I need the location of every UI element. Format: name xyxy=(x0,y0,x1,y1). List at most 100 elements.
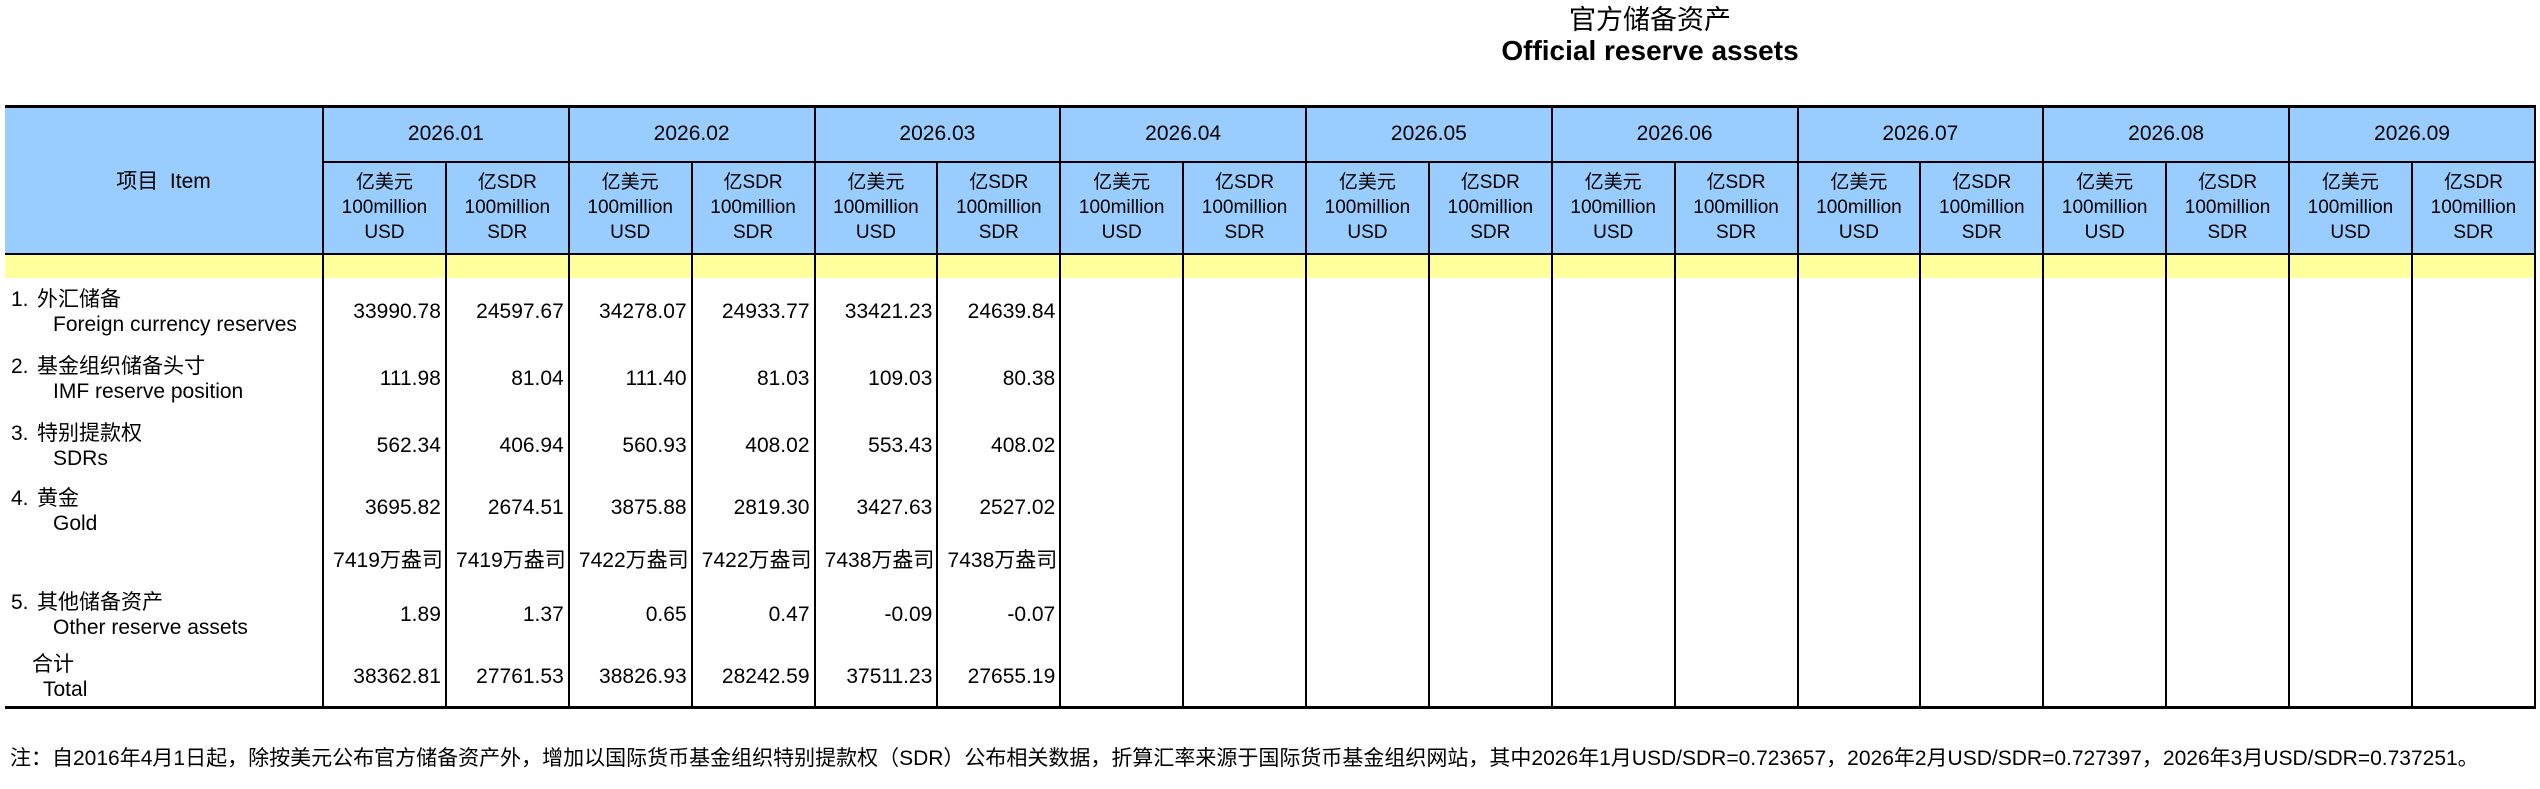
row-label-cell: 3. 特别提款权 SDRs xyxy=(5,412,324,479)
row-label-zh: 4. 黄金 xyxy=(11,486,79,510)
unit-abbr-label: SDR xyxy=(1224,222,1265,243)
unit-usd-header-cell: 亿美元 100million USD xyxy=(1305,160,1430,255)
yellow-band-cell xyxy=(936,253,1062,278)
yellow-band-cell xyxy=(1059,253,1185,278)
unit-sdr-header-cell: 亿SDR 100million SDR xyxy=(1427,160,1553,255)
row-value-cell: 0.65 xyxy=(567,580,693,649)
row-number: 2. xyxy=(11,355,29,378)
gold-ounces-cell xyxy=(2042,537,2168,581)
row-value-cell: -0.09 xyxy=(813,580,939,649)
unit-en-label: 100million xyxy=(956,197,1042,218)
row-value-cell xyxy=(1796,412,1922,479)
row-value-cell xyxy=(1059,412,1185,479)
row-value-cell xyxy=(1182,412,1307,479)
gold-ounces-cell: 7422万盎司 xyxy=(567,537,693,581)
yellow-band-cell xyxy=(1305,253,1430,278)
row-value-cell xyxy=(2410,345,2537,413)
row-value-cell xyxy=(1673,478,1799,538)
row-value-cell: 111.40 xyxy=(567,345,693,413)
row-value-cell: 34278.07 xyxy=(567,277,693,346)
total-value-cell xyxy=(2165,648,2290,708)
unit-sdr-header-cell: 亿SDR 100million SDR xyxy=(1919,160,2045,255)
total-label-cell: 合计 Total xyxy=(5,648,324,708)
total-value-cell xyxy=(2288,648,2413,708)
unit-en-label: 100million xyxy=(341,197,428,218)
row-value-cell xyxy=(1059,478,1185,538)
row-value-cell: 2819.30 xyxy=(690,478,816,538)
row-value-cell: 0.47 xyxy=(690,580,816,649)
table-body: 1. 外汇储备 Foreign currency reserves 33990.78 2… xyxy=(5,253,2537,708)
row-label-en: Foreign currency reserves xyxy=(53,312,297,336)
unit-zh-label: 亿美元 xyxy=(1093,172,1151,193)
row-label-cell: 1. 外汇储备 Foreign currency reserves xyxy=(5,277,324,346)
unit-zh-label: 亿SDR xyxy=(1460,172,1520,193)
yellow-band-row xyxy=(5,253,2537,278)
gold-ounces-cell: 7438万盎司 xyxy=(936,537,1062,581)
unit-en-label: 100million xyxy=(1816,197,1902,218)
row-value-cell xyxy=(1673,277,1799,346)
month-header-cell: 2026.04 xyxy=(1059,105,1307,163)
row-value-cell xyxy=(2410,277,2537,346)
unit-zh-label: 亿SDR xyxy=(2198,172,2258,193)
month-header-cell: 2026.03 xyxy=(813,105,1062,163)
gold-ounces-cell: 7438万盎司 xyxy=(813,537,939,581)
row-value-cell xyxy=(1182,277,1307,346)
gold-ounces-cell xyxy=(1919,537,2045,581)
row-value-cell xyxy=(2410,412,2537,479)
row-label-en: Other reserve assets xyxy=(53,615,248,639)
unit-en-label: 100million xyxy=(2307,197,2394,218)
total-value-cell: 38826.93 xyxy=(567,648,693,708)
row-value-cell: 81.03 xyxy=(690,345,816,413)
yellow-band-cell xyxy=(2288,253,2413,278)
row-value-cell: 562.34 xyxy=(322,412,447,479)
row-value-cell xyxy=(1919,580,2045,649)
row-value-cell xyxy=(1550,412,1676,479)
row-value-cell xyxy=(2288,277,2413,346)
unit-zh-label: 亿SDR xyxy=(2443,172,2503,193)
table-row: 4. 黄金 Gold 3695.82 2674.51 3875.88 2819.30 3427… xyxy=(5,478,2537,581)
gold-ounces-cell xyxy=(1059,537,1185,581)
row-value-cell: 3875.88 xyxy=(567,478,693,538)
row-value-cell xyxy=(1182,580,1307,649)
total-row: 合计 Total 38362.81 27761.53 38826.93 28242.59 3… xyxy=(5,648,2537,708)
row-value-cell xyxy=(1796,478,1922,538)
unit-usd-header-cell: 亿美元 100million USD xyxy=(1796,160,1922,255)
row-value-cell xyxy=(1673,345,1799,413)
month-header-cell: 2026.02 xyxy=(567,105,816,163)
header-row-months: 项目 Item 2026.01 2026.02 2026.03 2026.04 2026.… xyxy=(5,105,2536,255)
row-value-cell xyxy=(1182,478,1307,538)
total-value-cell: 27655.19 xyxy=(936,648,1062,708)
row-value-cell: 109.03 xyxy=(813,345,939,413)
unit-en-label: 100million xyxy=(1447,197,1534,218)
unit-en-label: 100million xyxy=(1693,197,1779,218)
row-value-cell xyxy=(1550,345,1676,413)
header-row-units: 亿美元 100million USD 亿SDR 100million SDR 亿美元 100m… xyxy=(5,160,2537,255)
row-value-cell xyxy=(1550,580,1676,649)
total-value-cell xyxy=(1427,648,1553,708)
yellow-band-cell xyxy=(567,253,693,278)
row-value-cell: 560.93 xyxy=(567,412,693,479)
row-value-cell xyxy=(1305,412,1430,479)
unit-abbr-label: USD xyxy=(610,222,651,243)
row-value-cell xyxy=(1427,580,1553,649)
unit-zh-label: 亿SDR xyxy=(1706,172,1766,193)
yellow-band-cell xyxy=(444,253,570,278)
gold-ounces-cell: 7419万盎司 xyxy=(322,537,447,581)
row-value-cell xyxy=(1427,277,1553,346)
table-row: 2. 基金组织储备头寸 IMF reserve position 111.98 81.0… xyxy=(5,345,2537,413)
unit-zh-label: 亿SDR xyxy=(1215,172,1275,193)
unit-usd-header-cell: 亿美元 100million USD xyxy=(567,160,693,255)
row-value-cell: 33421.23 xyxy=(813,277,939,346)
unit-abbr-label: USD xyxy=(2084,222,2125,243)
footnote: 注：自2016年4月1日起，除按美元公布官方储备资产外，增加以国际货币基金组织特… xyxy=(10,747,2479,770)
unit-sdr-header-cell: 亿SDR 100million SDR xyxy=(444,160,570,255)
unit-en-label: 100million xyxy=(833,197,919,218)
unit-abbr-label: USD xyxy=(1101,222,1142,243)
reserve-assets-table: 项目 Item 2026.01 2026.02 2026.03 2026.04 2026.… xyxy=(5,105,2537,709)
row-number: 4. xyxy=(11,486,29,510)
row-value-cell xyxy=(2288,345,2413,413)
unit-en-label: 100million xyxy=(464,197,551,218)
row-value-cell: -0.07 xyxy=(936,580,1062,649)
unit-zh-label: 亿美元 xyxy=(355,172,413,193)
row-value-cell xyxy=(1182,345,1307,413)
